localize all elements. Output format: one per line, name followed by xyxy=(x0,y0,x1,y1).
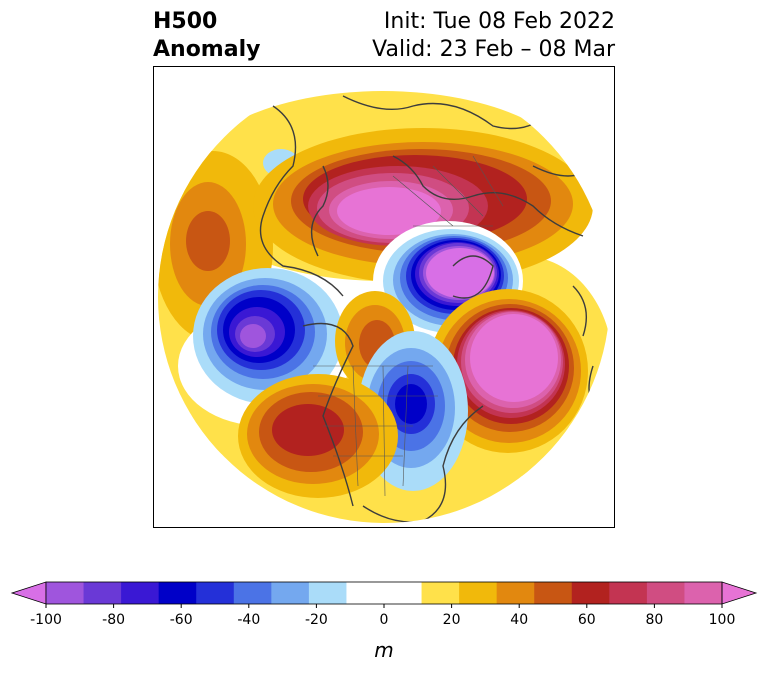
colorbar-tick-label: 0 xyxy=(380,612,389,628)
title-right: Init: Tue 08 Feb 2022 Valid: 23 Feb – 08… xyxy=(372,8,615,64)
colorbar-tick-label: -60 xyxy=(170,612,193,628)
colorbar-extend-max xyxy=(721,581,758,605)
colorbar-segment xyxy=(121,582,160,604)
colorbar-tick-label: 100 xyxy=(709,612,736,628)
map-border xyxy=(153,66,615,528)
anomaly-pos-us-west xyxy=(238,374,398,498)
anomaly-pos-alaska xyxy=(158,151,273,341)
coastlines xyxy=(259,95,609,523)
anomaly-pos-europe xyxy=(428,289,588,453)
colorbar-segment xyxy=(384,582,423,604)
colorbar-tick-label: 40 xyxy=(510,612,528,628)
colorbar-unit: m xyxy=(374,638,393,662)
colorbar-segment xyxy=(571,582,610,604)
colorbar-tick-label: -100 xyxy=(30,612,62,628)
title-valid: Valid: 23 Feb – 08 Mar xyxy=(372,37,615,62)
anomaly-map xyxy=(153,66,615,528)
colorbar-tick-label: 20 xyxy=(443,612,461,628)
anomaly-pos-north xyxy=(253,128,593,284)
colorbar-tick-label: 60 xyxy=(578,612,596,628)
colorbar-extend-min xyxy=(10,581,47,605)
colorbar-segment xyxy=(346,582,385,604)
colorbar-segment xyxy=(459,582,498,604)
colorbar-segment xyxy=(233,582,272,604)
colorbar-tick-label: 80 xyxy=(645,612,663,628)
title-variable: H500 xyxy=(153,9,218,34)
colorbar-tick-label: -20 xyxy=(305,612,328,628)
colorbar-segment xyxy=(196,582,235,604)
title-left: H500 Anomaly xyxy=(153,8,260,64)
borders xyxy=(313,155,504,497)
colorbar-ticks: -100 -80 -60 -40 -20 0 20 40 60 80 100 xyxy=(30,604,735,628)
anomaly-neg-pacific xyxy=(193,268,343,404)
colorbar-segment xyxy=(83,582,122,604)
colorbar-segment xyxy=(496,582,535,604)
colorbar: -100 -80 -60 -40 -20 0 20 40 60 80 100 m xyxy=(10,581,758,662)
colorbar-segments xyxy=(10,581,758,605)
colorbar-segment xyxy=(46,582,85,604)
colorbar-segment xyxy=(308,582,347,604)
colorbar-segment xyxy=(684,582,723,604)
colorbar-segment xyxy=(271,582,310,604)
colorbar-segment xyxy=(158,582,197,604)
colorbar-segment xyxy=(609,582,648,604)
colorbar-segment xyxy=(646,582,685,604)
colorbar-segment xyxy=(421,582,460,604)
colorbar-segment xyxy=(534,582,573,604)
title-anomaly: Anomaly xyxy=(153,37,261,62)
title-init: Init: Tue 08 Feb 2022 xyxy=(383,9,615,34)
colorbar-tick-label: -40 xyxy=(237,612,260,628)
colorbar-tick-label: -80 xyxy=(102,612,125,628)
